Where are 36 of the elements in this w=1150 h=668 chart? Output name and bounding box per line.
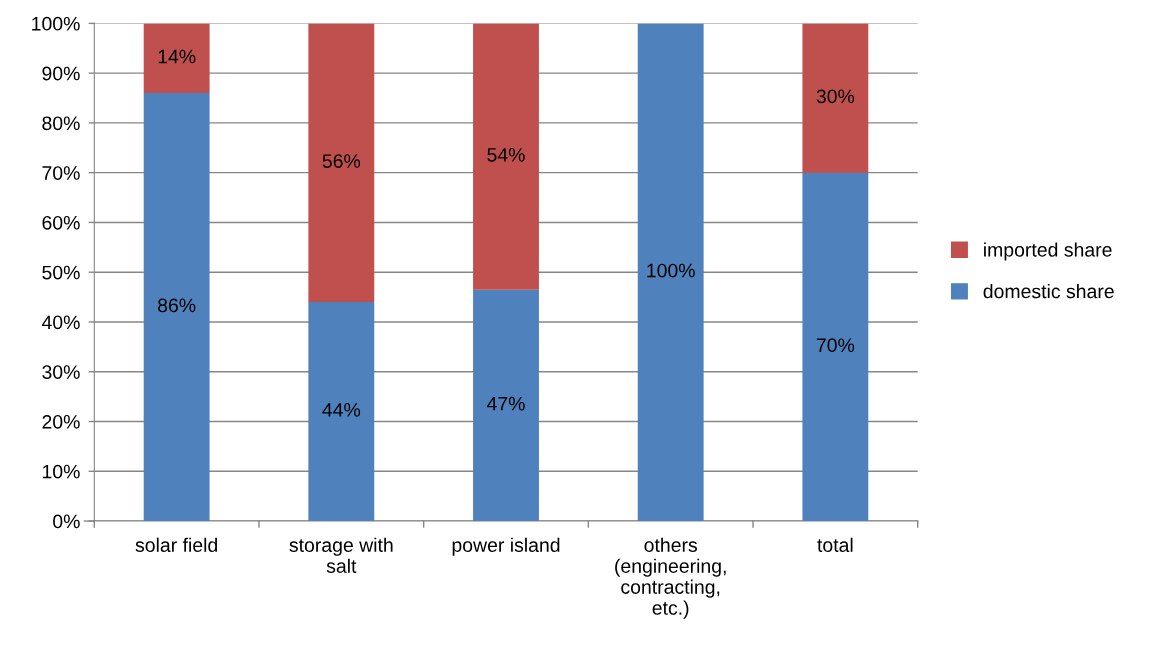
y-tick-label: 0% (53, 514, 80, 529)
bar (143, 93, 210, 522)
bar (802, 172, 869, 522)
data-label: 14% (158, 49, 196, 64)
bar (308, 23, 375, 303)
data-label: 56% (322, 154, 361, 168)
data-label: 44% (322, 403, 361, 417)
x-tick-label: others (engineering, contracting, etc.) (615, 537, 726, 619)
bar (143, 23, 210, 94)
y-tick-label: 20% (42, 414, 80, 429)
legend-label: imported share (984, 242, 1112, 261)
bar (308, 302, 375, 522)
data-label: 47% (486, 396, 525, 411)
bar (473, 23, 539, 290)
data-label: 30% (816, 89, 855, 104)
bar (637, 23, 704, 522)
y-tick-label: 50% (42, 265, 80, 280)
y-tick-label: 70% (42, 166, 80, 180)
y-tick-label: 10% (42, 464, 80, 479)
bar (473, 289, 539, 522)
y-tick-label: 100% (32, 16, 80, 31)
y-tick-label: 60% (42, 215, 80, 230)
data-label: 100% (647, 263, 695, 278)
y-tick-label: 80% (42, 116, 80, 131)
y-tick-label: 90% (42, 66, 80, 81)
bar (802, 23, 869, 173)
y-tick-label: 40% (41, 315, 80, 330)
data-label: 54% (487, 148, 525, 162)
y-tick-label: 30% (42, 365, 80, 379)
x-tick-label: total (817, 537, 853, 552)
x-tick-label: power island (452, 537, 560, 556)
x-tick-label: storage with salt (289, 537, 393, 573)
data-label: 86% (158, 298, 196, 313)
data-label: 70% (816, 338, 855, 353)
x-tick-label: solar field (135, 537, 217, 552)
legend-label: domestic share (983, 283, 1114, 299)
